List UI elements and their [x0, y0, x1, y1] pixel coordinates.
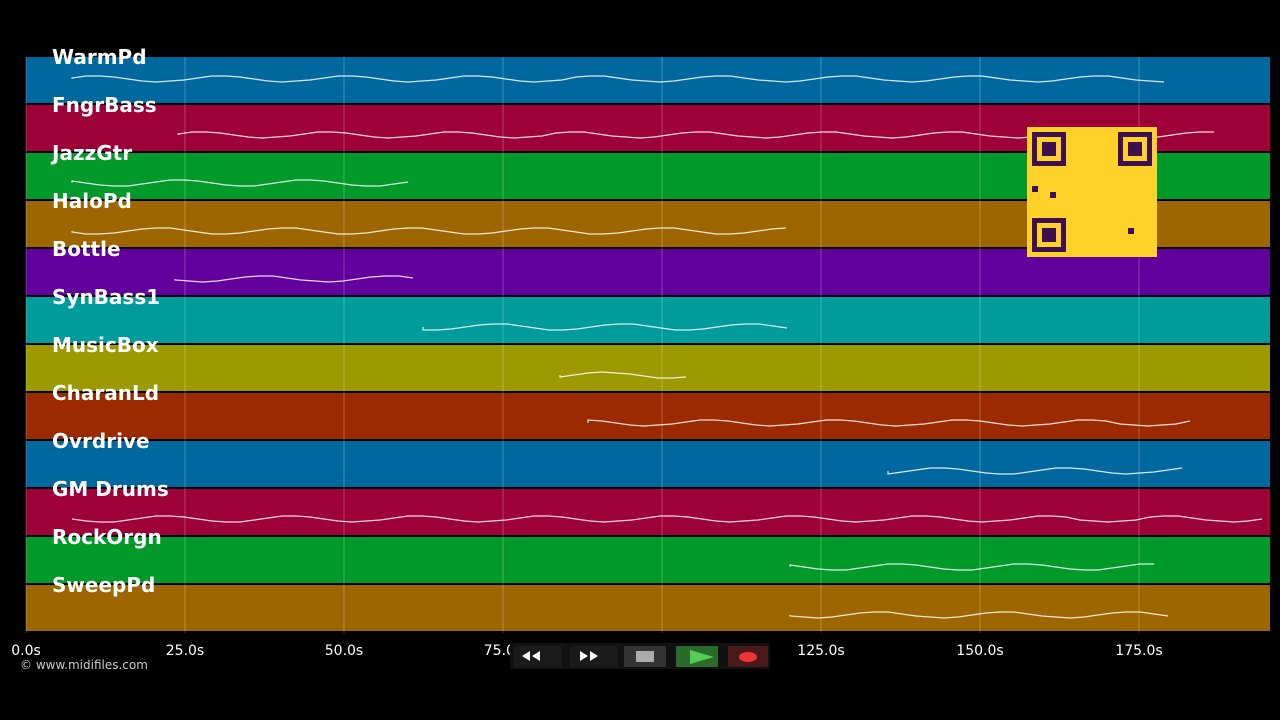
rewind-button[interactable]	[514, 646, 562, 667]
track-band	[26, 489, 1270, 535]
track-name: Bottle	[52, 237, 121, 261]
track-name: HaloPd	[52, 189, 132, 213]
note-line	[71, 227, 787, 235]
track-name: RockOrgn	[52, 525, 162, 549]
track-name: SynBass1	[52, 285, 160, 309]
note-line	[587, 419, 1191, 427]
track-band	[26, 393, 1270, 439]
x-tick-label: 125.0s	[797, 643, 844, 659]
note-line	[71, 75, 1165, 83]
track-name: SweepPd	[52, 573, 155, 597]
note-line	[789, 611, 1169, 619]
note-line	[71, 179, 409, 187]
forward-button[interactable]	[570, 646, 618, 667]
note-line	[71, 515, 1263, 523]
qr-code	[1027, 127, 1157, 257]
track-band	[26, 441, 1270, 487]
x-tick-label: 0.0s	[11, 643, 41, 659]
x-tick-label: 150.0s	[956, 643, 1003, 659]
note-line	[174, 275, 414, 283]
note-line	[559, 371, 687, 379]
track-name: FngrBass	[52, 93, 157, 117]
x-tick-label: 50.0s	[325, 643, 363, 659]
note-line	[887, 467, 1183, 475]
stop-button[interactable]	[624, 646, 666, 667]
track-name: Ovrdrive	[52, 429, 150, 453]
track-band	[26, 345, 1270, 391]
track-name: CharanLd	[52, 381, 159, 405]
note-line	[422, 323, 788, 331]
x-tick-label: 175.0s	[1115, 643, 1162, 659]
track-name: JazzGtr	[50, 141, 132, 165]
record-button[interactable]	[728, 646, 768, 667]
track-band	[26, 297, 1270, 343]
track-band	[26, 585, 1270, 631]
x-tick-label: 25.0s	[166, 643, 204, 659]
play-button[interactable]	[676, 646, 718, 667]
track-band	[26, 537, 1270, 583]
note-line	[789, 563, 1154, 571]
track-name: MusicBox	[52, 333, 159, 357]
controls	[510, 643, 770, 669]
track-name: GM Drums	[52, 477, 169, 501]
track-band	[26, 57, 1270, 103]
copyright: © www.midifiles.com	[20, 658, 148, 672]
track-name: WarmPd	[52, 45, 147, 69]
